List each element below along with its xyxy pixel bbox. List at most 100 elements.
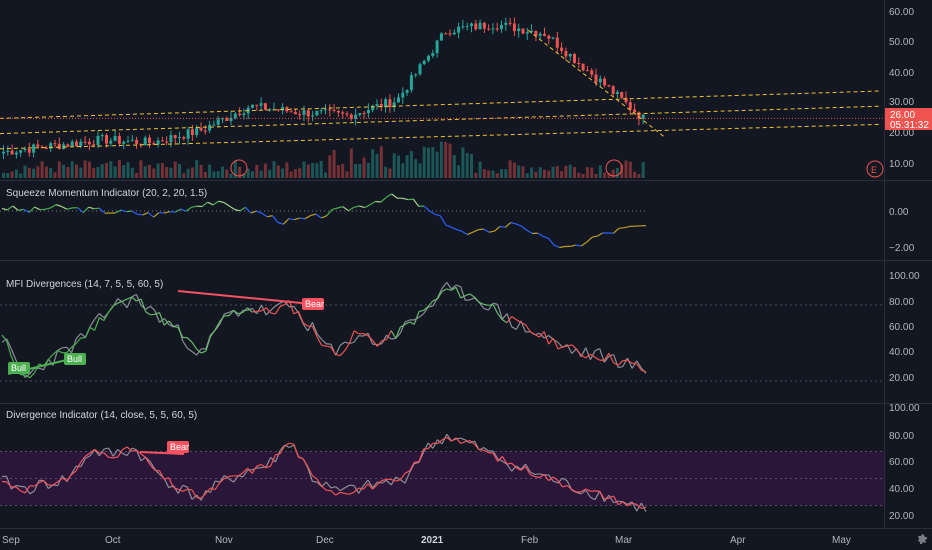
candle-body[interactable] — [238, 113, 242, 116]
candle-body[interactable] — [448, 33, 452, 35]
earnings-marker-icon[interactable] — [230, 159, 248, 177]
mfi-pane[interactable]: MFI Divergences (14, 7, 5, 5, 60, 5) 100… — [0, 271, 920, 384]
candle-body[interactable] — [57, 143, 61, 149]
candle-body[interactable] — [487, 28, 491, 30]
candle-body[interactable] — [10, 150, 14, 155]
candle-body[interactable] — [474, 23, 478, 30]
candle-body[interactable] — [457, 26, 461, 33]
candle-body[interactable] — [259, 103, 263, 106]
candle-body[interactable] — [87, 141, 91, 145]
candle-body[interactable] — [173, 135, 177, 139]
candle-body[interactable] — [160, 140, 164, 142]
pane-separator[interactable] — [0, 180, 932, 181]
trend-line[interactable] — [0, 90, 881, 119]
candle-body[interactable] — [315, 110, 319, 116]
candle-body[interactable] — [216, 119, 220, 125]
candle-body[interactable] — [615, 91, 619, 94]
candle-body[interactable] — [306, 110, 310, 117]
candle-body[interactable] — [186, 129, 190, 139]
pane-separator[interactable] — [0, 403, 932, 404]
candle-body[interactable] — [375, 104, 379, 106]
price-pane[interactable] — [0, 17, 884, 178]
candle-body[interactable] — [345, 113, 349, 115]
candle-body[interactable] — [14, 152, 18, 155]
candle-body[interactable] — [444, 33, 448, 35]
trend-line[interactable] — [527, 29, 665, 137]
candle-body[interactable] — [70, 141, 74, 147]
candle-body[interactable] — [603, 78, 607, 86]
candle-body[interactable] — [276, 109, 280, 111]
settings-icon[interactable] — [918, 534, 927, 544]
candle-body[interactable] — [23, 149, 27, 151]
price-axis[interactable]: 60.00 50.00 40.00 30.00 20.00 10.00 26.0… — [866, 7, 932, 178]
candle-body[interactable] — [525, 32, 529, 34]
candle-body[interactable] — [212, 124, 216, 126]
candle-body[interactable] — [517, 28, 521, 32]
candle-body[interactable] — [225, 118, 229, 121]
candle-body[interactable] — [392, 102, 396, 108]
candle-body[interactable] — [143, 137, 147, 146]
candle-body[interactable] — [495, 28, 499, 30]
candle-body[interactable] — [543, 33, 546, 36]
candle-body[interactable] — [624, 97, 628, 103]
candle-body[interactable] — [431, 53, 435, 56]
candle-body[interactable] — [79, 141, 83, 147]
candle-body[interactable] — [324, 109, 327, 111]
candle-body[interactable] — [289, 111, 293, 113]
candle-body[interactable] — [366, 110, 370, 114]
candle-body[interactable] — [298, 114, 302, 116]
squeeze-pane[interactable]: Squeeze Momentum Indicator (20, 2, 20, 1… — [0, 188, 915, 254]
candle-body[interactable] — [461, 26, 465, 28]
candle-body[interactable] — [293, 111, 297, 115]
candle-body[interactable] — [620, 91, 624, 98]
candle-body[interactable] — [560, 47, 564, 51]
candle-body[interactable] — [482, 22, 486, 29]
candle-body[interactable] — [113, 136, 117, 141]
candle-body[interactable] — [341, 112, 345, 114]
candle-body[interactable] — [169, 135, 173, 143]
candle-body[interactable] — [401, 92, 405, 98]
candle-body[interactable] — [538, 33, 542, 36]
candle-body[interactable] — [203, 130, 207, 132]
candle-body[interactable] — [156, 140, 160, 145]
candle-body[interactable] — [242, 113, 246, 116]
earnings-marker-icon[interactable] — [866, 160, 884, 178]
candle-body[interactable] — [178, 137, 181, 139]
candle-body[interactable] — [568, 54, 572, 57]
time-axis[interactable]: Sep Oct Nov Dec 2021 Feb Mar Apr May — [2, 534, 927, 546]
candle-body[interactable] — [32, 144, 36, 153]
candle-body[interactable] — [414, 74, 418, 76]
candle-body[interactable] — [233, 113, 237, 118]
candle-body[interactable] — [130, 139, 134, 141]
candle-body[interactable] — [332, 110, 336, 111]
candle-body[interactable] — [328, 109, 332, 111]
candle-body[interactable] — [362, 113, 366, 114]
candle-body[interactable] — [117, 136, 121, 144]
candle-body[interactable] — [195, 127, 199, 135]
candle-body[interactable] — [534, 30, 538, 36]
candle-body[interactable] — [585, 70, 589, 72]
candle-body[interactable] — [491, 28, 495, 30]
candle-body[interactable] — [44, 147, 48, 149]
candle-body[interactable] — [500, 24, 503, 30]
candle-body[interactable] — [75, 141, 78, 147]
candle-body[interactable] — [637, 112, 641, 119]
candle-body[interactable] — [435, 40, 439, 54]
candle-body[interactable] — [577, 63, 581, 64]
candle-body[interactable] — [208, 124, 212, 131]
candle-body[interactable] — [49, 143, 53, 149]
candle-body[interactable] — [564, 51, 568, 57]
candle-body[interactable] — [182, 137, 186, 139]
candle-body[interactable] — [358, 113, 362, 115]
candle-body[interactable] — [319, 110, 323, 112]
candle-body[interactable] — [641, 114, 645, 119]
candle-body[interactable] — [263, 103, 267, 110]
candle-body[interactable] — [521, 28, 525, 34]
candle-body[interactable] — [19, 150, 23, 153]
candle-body[interactable] — [581, 63, 585, 71]
trend-line[interactable] — [0, 105, 881, 135]
candle-body[interactable] — [92, 144, 96, 146]
candle-body[interactable] — [2, 151, 5, 154]
